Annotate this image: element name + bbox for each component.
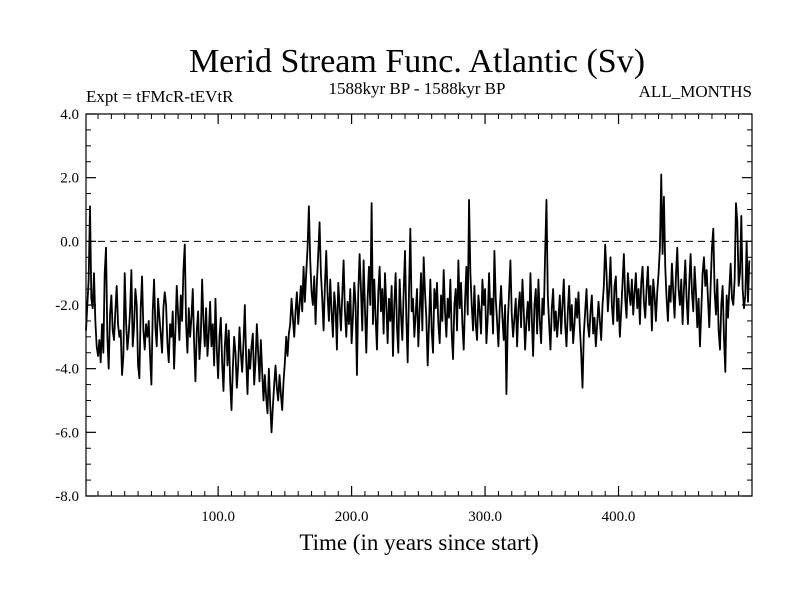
x-axis: 100.0 200.0 300.0 400.0	[97, 114, 740, 525]
experiment-label: Expt = tFMcR-tEVtR	[86, 87, 234, 106]
x-axis-label: Time (in years since start)	[299, 530, 538, 555]
y-tick-label: -2.0	[55, 298, 79, 314]
x-tick-label: 300.0	[468, 509, 502, 525]
x-tick-label: 400.0	[602, 509, 636, 525]
y-tick-label: 2.0	[60, 171, 79, 187]
y-tick-label: -4.0	[55, 362, 79, 378]
chart-title: Merid Stream Func. Atlantic (Sv)	[189, 43, 645, 80]
y-tick-label: 0.0	[60, 234, 79, 250]
y-axis: 4.0 2.0 0.0 -2.0 -4.0 -6.0 -8.0	[55, 107, 752, 505]
period-label: 1588kyr BP - 1588kyr BP	[329, 79, 506, 98]
y-tick-label: -8.0	[55, 489, 79, 505]
x-tick-label: 100.0	[201, 509, 235, 525]
series-line	[85, 173, 751, 434]
y-tick-label: -6.0	[55, 425, 79, 441]
months-label: ALL_MONTHS	[639, 82, 752, 101]
y-tick-label: 4.0	[60, 107, 79, 123]
x-tick-label: 200.0	[335, 509, 369, 525]
